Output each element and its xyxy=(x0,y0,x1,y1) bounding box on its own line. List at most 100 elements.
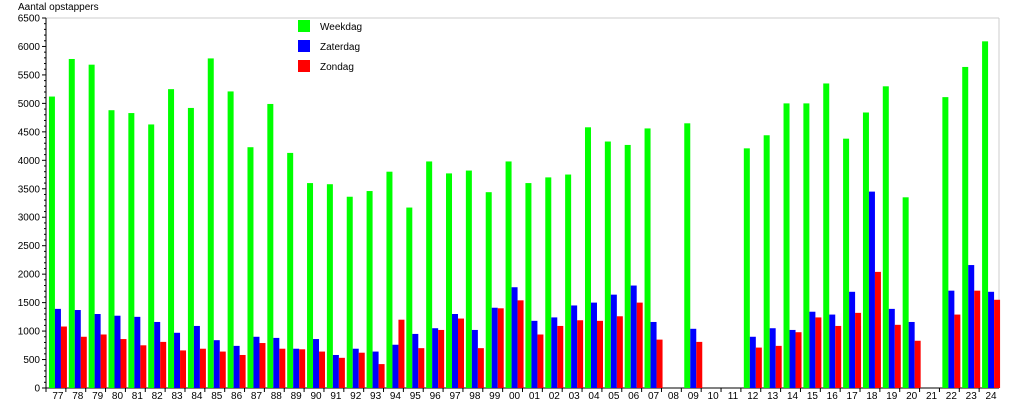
y-tick-label: 500 xyxy=(23,355,40,366)
bar-zaterdag xyxy=(610,294,617,388)
bar-zaterdag xyxy=(54,308,61,388)
bar-zondag xyxy=(775,345,782,388)
bar-zaterdag xyxy=(114,315,121,388)
legend-swatch-zaterdag xyxy=(298,40,310,52)
bar-weekdag xyxy=(287,152,294,388)
x-tick-label: 86 xyxy=(231,391,243,400)
bar-zondag xyxy=(596,320,603,388)
bar-weekdag xyxy=(446,173,453,388)
bar-weekdag xyxy=(902,197,909,388)
y-tick-label: 0 xyxy=(34,384,40,395)
x-tick-label: 78 xyxy=(72,391,84,400)
x-tick-label: 18 xyxy=(866,391,878,400)
bar-weekdag xyxy=(743,148,750,388)
x-tick-label: 14 xyxy=(787,391,799,400)
bar-weekdag xyxy=(862,112,869,388)
bar-zondag xyxy=(557,325,564,388)
x-tick-label: 00 xyxy=(509,391,521,400)
y-tick-label: 2000 xyxy=(18,270,41,281)
bar-zaterdag xyxy=(273,337,280,388)
bar-weekdag xyxy=(823,83,830,388)
legend-label-weekdag: Weekdag xyxy=(320,22,362,33)
bar-weekdag xyxy=(108,110,115,388)
legend-label-zaterdag: Zaterdag xyxy=(320,42,360,53)
x-tick-label: 87 xyxy=(251,391,263,400)
bar-zaterdag xyxy=(551,317,558,388)
x-tick-label: 91 xyxy=(330,391,342,400)
bar-weekdag xyxy=(584,127,591,389)
x-tick-label: 97 xyxy=(449,391,461,400)
x-tick-label: 15 xyxy=(807,391,819,400)
x-tick-label: 07 xyxy=(648,391,660,400)
bar-zondag xyxy=(755,347,762,388)
bar-zaterdag xyxy=(392,344,399,388)
bar-weekdag xyxy=(982,41,989,388)
bar-zaterdag xyxy=(154,321,161,388)
bar-weekdag xyxy=(644,128,651,388)
bar-zondag xyxy=(180,350,187,388)
bar-zaterdag xyxy=(74,310,81,388)
bar-zaterdag xyxy=(769,328,776,388)
bar-zondag xyxy=(259,343,266,388)
bar-zondag xyxy=(438,329,445,388)
bar-zondag xyxy=(656,339,663,388)
bar-zaterdag xyxy=(749,336,756,388)
bar-zondag xyxy=(994,299,1001,388)
bar-weekdag xyxy=(783,103,790,388)
bar-weekdag xyxy=(565,174,572,388)
x-tick-label: 79 xyxy=(92,391,104,400)
bar-zaterdag xyxy=(134,316,141,388)
x-tick-label: 89 xyxy=(291,391,303,400)
bar-weekdag xyxy=(366,191,373,388)
bar-zaterdag xyxy=(630,285,637,388)
bar-weekdag xyxy=(803,103,810,388)
bar-zaterdag xyxy=(412,333,419,388)
bar-zondag xyxy=(140,345,147,388)
bar-zaterdag xyxy=(432,328,439,388)
x-tick-label: 95 xyxy=(410,391,422,400)
bar-zondag xyxy=(418,348,425,388)
bar-weekdag xyxy=(962,66,969,388)
bar-zondag xyxy=(219,351,226,388)
bar-zaterdag xyxy=(233,345,240,388)
bar-zaterdag xyxy=(94,314,101,388)
x-tick-label: 94 xyxy=(390,391,402,400)
y-tick-label: 5000 xyxy=(18,99,41,110)
bar-zondag xyxy=(616,316,623,388)
x-tick-label: 82 xyxy=(152,391,164,400)
bar-zaterdag xyxy=(809,311,816,388)
x-tick-label: 09 xyxy=(688,391,700,400)
x-tick-label: 20 xyxy=(906,391,918,400)
bar-zondag xyxy=(100,334,107,388)
x-tick-label: 96 xyxy=(430,391,442,400)
bar-zondag xyxy=(517,300,524,388)
x-tick-label: 10 xyxy=(708,391,720,400)
bar-weekdag xyxy=(247,147,254,388)
bar-zondag xyxy=(299,349,306,388)
bar-zondag xyxy=(815,317,822,388)
bar-zaterdag xyxy=(948,290,955,388)
x-tick-label: 81 xyxy=(132,391,144,400)
bar-weekdag xyxy=(684,123,691,389)
bar-zondag xyxy=(874,271,881,388)
bar-zondag xyxy=(80,336,87,388)
bar-zaterdag xyxy=(352,348,359,388)
bar-zondag xyxy=(120,339,127,388)
bar-weekdag xyxy=(346,196,353,388)
bar-zaterdag xyxy=(193,325,200,388)
bar-weekdag xyxy=(267,103,274,388)
x-tick-label: 80 xyxy=(112,391,124,400)
bar-zondag xyxy=(160,341,167,388)
bar-zaterdag xyxy=(531,320,538,388)
y-tick-label: 4500 xyxy=(18,127,41,138)
bar-weekdag xyxy=(406,207,413,388)
y-tick-label: 1000 xyxy=(18,327,41,338)
bar-zaterdag xyxy=(868,191,875,388)
bar-weekdag xyxy=(465,170,472,388)
x-tick-label: 12 xyxy=(747,391,759,400)
y-tick-label: 3000 xyxy=(18,213,41,224)
legend-swatch-zondag xyxy=(298,60,310,72)
x-tick-label: 03 xyxy=(569,391,581,400)
legend-swatch-weekdag xyxy=(298,20,310,32)
